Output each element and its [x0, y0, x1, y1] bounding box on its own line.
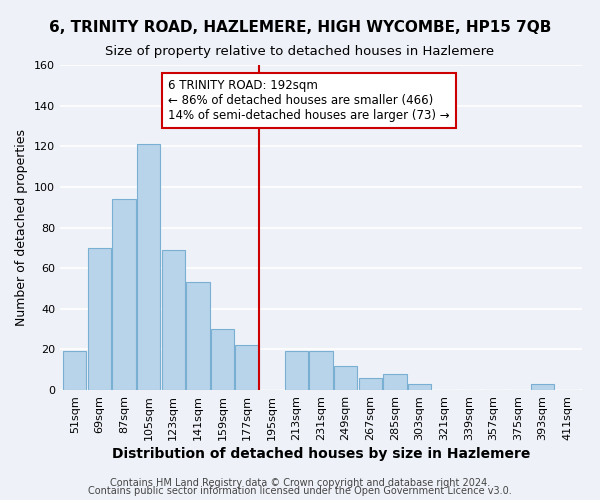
Bar: [88, 248, 111, 390]
Bar: [359, 378, 382, 390]
Text: Contains public sector information licensed under the Open Government Licence v3: Contains public sector information licen…: [88, 486, 512, 496]
Bar: [334, 366, 358, 390]
Bar: [161, 250, 185, 390]
Bar: [284, 352, 308, 390]
Bar: [235, 346, 259, 390]
Text: Contains HM Land Registry data © Crown copyright and database right 2024.: Contains HM Land Registry data © Crown c…: [110, 478, 490, 488]
Bar: [383, 374, 407, 390]
Bar: [186, 282, 209, 390]
Bar: [310, 352, 332, 390]
Text: 6, TRINITY ROAD, HAZLEMERE, HIGH WYCOMBE, HP15 7QB: 6, TRINITY ROAD, HAZLEMERE, HIGH WYCOMBE…: [49, 20, 551, 35]
Bar: [63, 352, 86, 390]
Bar: [531, 384, 554, 390]
X-axis label: Distribution of detached houses by size in Hazlemere: Distribution of detached houses by size …: [112, 447, 530, 461]
Text: Size of property relative to detached houses in Hazlemere: Size of property relative to detached ho…: [106, 45, 494, 58]
Bar: [112, 199, 136, 390]
Bar: [211, 329, 234, 390]
Bar: [137, 144, 160, 390]
Y-axis label: Number of detached properties: Number of detached properties: [16, 129, 28, 326]
Text: 6 TRINITY ROAD: 192sqm
← 86% of detached houses are smaller (466)
14% of semi-de: 6 TRINITY ROAD: 192sqm ← 86% of detached…: [169, 79, 450, 122]
Bar: [408, 384, 431, 390]
